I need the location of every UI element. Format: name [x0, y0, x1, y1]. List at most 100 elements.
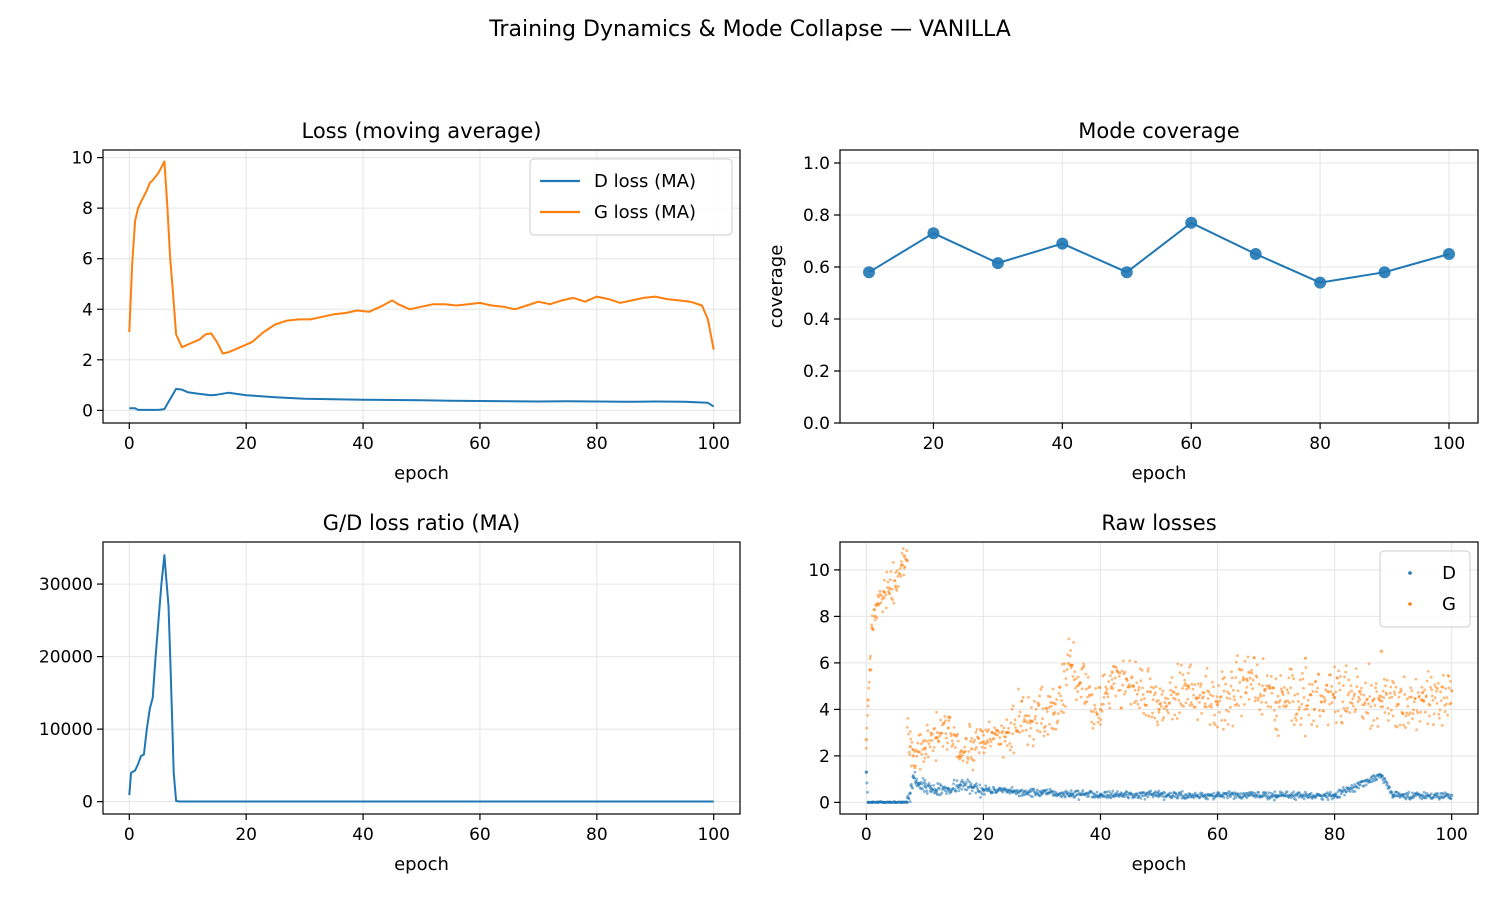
x-tick-label: 40 — [352, 825, 374, 845]
scatter-point-G — [1304, 666, 1308, 669]
scatter-point-G — [886, 580, 890, 584]
scatter-point-G — [1432, 712, 1436, 716]
scatter-point-D — [991, 791, 995, 795]
y-axis-label: coverage — [766, 245, 787, 329]
scatter-point-G — [1404, 714, 1408, 718]
scatter-point-G — [924, 752, 928, 756]
scatter-point-G — [942, 721, 946, 725]
scatter-point-G — [1259, 694, 1263, 698]
scatter-point-D — [959, 783, 962, 787]
scatter-point-G — [949, 734, 953, 738]
scatter-point-G — [1248, 676, 1252, 680]
scatter-point-G — [977, 737, 981, 741]
scatter-point-G — [1177, 698, 1181, 702]
scatter-point-D — [1353, 790, 1357, 793]
scatter-point-G — [1303, 707, 1307, 711]
scatter-point-G — [1406, 721, 1410, 725]
scatter-point-G — [1433, 683, 1437, 687]
scatter-point-G — [1145, 690, 1149, 694]
scatter-point-G — [1277, 734, 1280, 738]
scatter-point-G — [890, 587, 894, 591]
scatter-point-G — [1243, 703, 1246, 706]
scatter-point-G — [1337, 669, 1341, 673]
scatter-point-D — [1411, 791, 1414, 795]
y-tick-label: 10 — [808, 561, 830, 581]
scatter-point-D — [908, 800, 912, 804]
scatter-point-D — [1068, 791, 1072, 795]
scatter-point-G — [1085, 700, 1089, 704]
scatter-point-G — [1101, 702, 1105, 706]
scatter-point-G — [1190, 682, 1194, 686]
scatter-point-G — [868, 657, 872, 661]
scatter-point-D — [1422, 790, 1426, 794]
scatter-point-D — [1081, 789, 1085, 792]
scatter-point-D — [979, 795, 982, 799]
scatter-point-G — [1141, 693, 1145, 696]
scatter-point-G — [1254, 696, 1257, 700]
scatter-point-G — [1133, 688, 1137, 692]
scatter-point-G — [940, 731, 944, 735]
scatter-point-D — [1227, 789, 1231, 793]
scatter-point-G — [1114, 666, 1118, 669]
scatter-point-G — [1236, 689, 1240, 693]
scatter-point-G — [1060, 699, 1064, 702]
scatter-point-D — [1343, 793, 1346, 797]
scatter-point-G — [1002, 726, 1006, 730]
scatter-point-G — [933, 727, 937, 730]
scatter-point-D — [1321, 798, 1325, 801]
scatter-point-G — [1155, 720, 1159, 724]
scatter-point-G — [1031, 744, 1035, 748]
scatter-point-G — [1261, 657, 1265, 660]
scatter-point-G — [1329, 673, 1332, 677]
scatter-point-G — [907, 750, 911, 754]
scatter-point-D — [1107, 790, 1111, 793]
y-tick-label: 6 — [819, 654, 830, 674]
scatter-point-G — [1012, 751, 1016, 755]
scatter-point-G — [900, 560, 903, 564]
scatter-point-D — [1027, 793, 1030, 796]
x-tick-label: 20 — [973, 825, 995, 845]
scatter-point-G — [1145, 703, 1149, 707]
scatter-point-D — [864, 770, 868, 774]
scatter-point-G — [1233, 698, 1236, 702]
scatter-point-D — [1105, 790, 1109, 794]
scatter-point-G — [1156, 723, 1160, 727]
scatter-point-G — [1219, 695, 1223, 699]
y-tick-label: 8 — [82, 199, 93, 219]
scatter-point-G — [1160, 692, 1164, 696]
scatter-point-D — [1226, 796, 1229, 800]
scatter-point-G — [1286, 691, 1290, 695]
scatter-point-G — [1436, 687, 1440, 690]
scatter-point-G — [1336, 709, 1340, 713]
scatter-point-G — [1121, 683, 1125, 687]
scatter-point-G — [1251, 687, 1255, 691]
scatter-point-G — [883, 578, 886, 582]
scatter-point-G — [1189, 663, 1193, 667]
scatter-point-D — [1193, 791, 1197, 795]
scatter-point-G — [898, 567, 902, 570]
y-tick-label: 10000 — [39, 720, 93, 740]
scatter-point-G — [1220, 670, 1224, 674]
scatter-point-D — [1087, 794, 1091, 798]
scatter-point-G — [1234, 660, 1238, 664]
scatter-point-G — [1330, 685, 1334, 688]
scatter-point-G — [1241, 675, 1245, 679]
scatter-point-G — [889, 570, 893, 573]
scatter-point-G — [1364, 681, 1368, 685]
scatter-point-G — [1113, 676, 1117, 680]
scatter-point-G — [1354, 707, 1358, 711]
scatter-point-G — [1279, 674, 1283, 677]
scatter-point-G — [983, 746, 987, 750]
scatter-point-D — [969, 782, 973, 786]
scatter-point-G — [1169, 688, 1173, 692]
scatter-point-G — [1285, 688, 1289, 692]
scatter-point-G — [1028, 734, 1032, 738]
scatter-point-G — [1293, 716, 1297, 720]
scatter-point-G — [1258, 708, 1262, 712]
scatter-point-G — [1043, 729, 1047, 733]
scatter-point-G — [965, 761, 969, 764]
scatter-point-G — [896, 574, 900, 578]
scatter-point-G — [1300, 702, 1304, 706]
x-tick-label: 60 — [1180, 434, 1202, 454]
scatter-point-G — [968, 725, 972, 728]
